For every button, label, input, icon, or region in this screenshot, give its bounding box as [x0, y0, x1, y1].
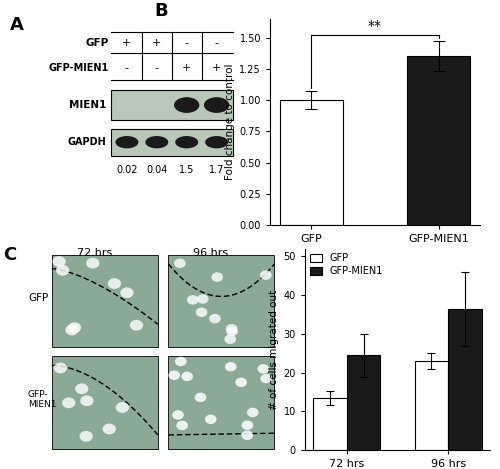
- Text: 96 hrs: 96 hrs: [193, 248, 228, 258]
- Circle shape: [197, 294, 208, 304]
- Text: -: -: [214, 38, 218, 48]
- Text: 1.7: 1.7: [209, 165, 224, 175]
- Text: A: A: [10, 16, 24, 34]
- Circle shape: [209, 314, 220, 323]
- Circle shape: [116, 402, 129, 413]
- Circle shape: [260, 270, 272, 280]
- Text: -: -: [155, 63, 159, 73]
- Text: 0.02: 0.02: [116, 165, 138, 175]
- Circle shape: [176, 421, 188, 430]
- Ellipse shape: [175, 136, 198, 148]
- Circle shape: [225, 362, 236, 371]
- Bar: [347, 355, 380, 450]
- Circle shape: [102, 424, 116, 434]
- Bar: [52, 255, 158, 348]
- Circle shape: [226, 326, 238, 336]
- Text: +: +: [152, 38, 162, 48]
- Circle shape: [80, 431, 93, 442]
- Circle shape: [68, 322, 81, 333]
- Circle shape: [80, 395, 94, 406]
- Circle shape: [212, 272, 223, 282]
- Text: 1.5: 1.5: [179, 165, 194, 175]
- Legend: GFP, GFP-MIEN1: GFP, GFP-MIEN1: [310, 253, 382, 276]
- Y-axis label: Fold change to control: Fold change to control: [225, 64, 235, 180]
- Text: -: -: [184, 38, 188, 48]
- Circle shape: [172, 410, 184, 420]
- Circle shape: [174, 258, 186, 268]
- Circle shape: [54, 363, 67, 373]
- Bar: [414, 361, 448, 450]
- Text: **: **: [368, 18, 382, 32]
- Circle shape: [236, 378, 247, 387]
- Bar: [314, 398, 347, 450]
- Bar: [111, 91, 232, 120]
- Circle shape: [108, 278, 121, 289]
- Circle shape: [75, 383, 88, 394]
- Circle shape: [258, 364, 269, 374]
- Circle shape: [168, 371, 180, 380]
- Circle shape: [120, 287, 134, 298]
- Circle shape: [175, 357, 186, 366]
- Text: B: B: [154, 2, 168, 20]
- Circle shape: [187, 295, 198, 304]
- Ellipse shape: [116, 136, 138, 148]
- Circle shape: [62, 397, 76, 408]
- Text: GFP-MIEN1: GFP-MIEN1: [48, 63, 108, 73]
- Text: GFP: GFP: [86, 38, 108, 48]
- Bar: [168, 255, 274, 348]
- Bar: [111, 129, 232, 156]
- Ellipse shape: [146, 136, 169, 148]
- Text: C: C: [4, 246, 16, 264]
- Circle shape: [52, 256, 66, 267]
- Text: MIEN1: MIEN1: [69, 100, 106, 110]
- Text: +: +: [212, 63, 222, 73]
- Bar: [52, 356, 158, 449]
- Circle shape: [242, 431, 253, 440]
- Text: +: +: [182, 63, 192, 73]
- Text: GAPDH: GAPDH: [68, 137, 106, 147]
- Text: +: +: [122, 38, 132, 48]
- Bar: [448, 309, 482, 450]
- Circle shape: [194, 393, 206, 402]
- Circle shape: [247, 408, 258, 417]
- Ellipse shape: [204, 97, 230, 113]
- Ellipse shape: [205, 136, 228, 148]
- Circle shape: [226, 324, 237, 333]
- Bar: [407, 56, 470, 225]
- Circle shape: [260, 374, 272, 383]
- Text: -: -: [125, 63, 129, 73]
- Circle shape: [86, 258, 100, 269]
- Text: 0.04: 0.04: [146, 165, 168, 175]
- Circle shape: [224, 334, 236, 344]
- Y-axis label: # of cells migrated out: # of cells migrated out: [270, 289, 280, 409]
- Circle shape: [205, 415, 216, 424]
- Circle shape: [242, 421, 253, 430]
- Text: GFP: GFP: [28, 293, 48, 303]
- Circle shape: [130, 320, 143, 331]
- Circle shape: [66, 325, 78, 335]
- Bar: [168, 356, 274, 449]
- Ellipse shape: [174, 97, 200, 113]
- Text: 72 hrs: 72 hrs: [76, 248, 112, 258]
- Bar: [280, 100, 343, 225]
- Circle shape: [182, 371, 193, 381]
- Circle shape: [56, 265, 70, 276]
- Circle shape: [196, 308, 207, 317]
- Text: GFP-
MIEN1: GFP- MIEN1: [28, 390, 56, 409]
